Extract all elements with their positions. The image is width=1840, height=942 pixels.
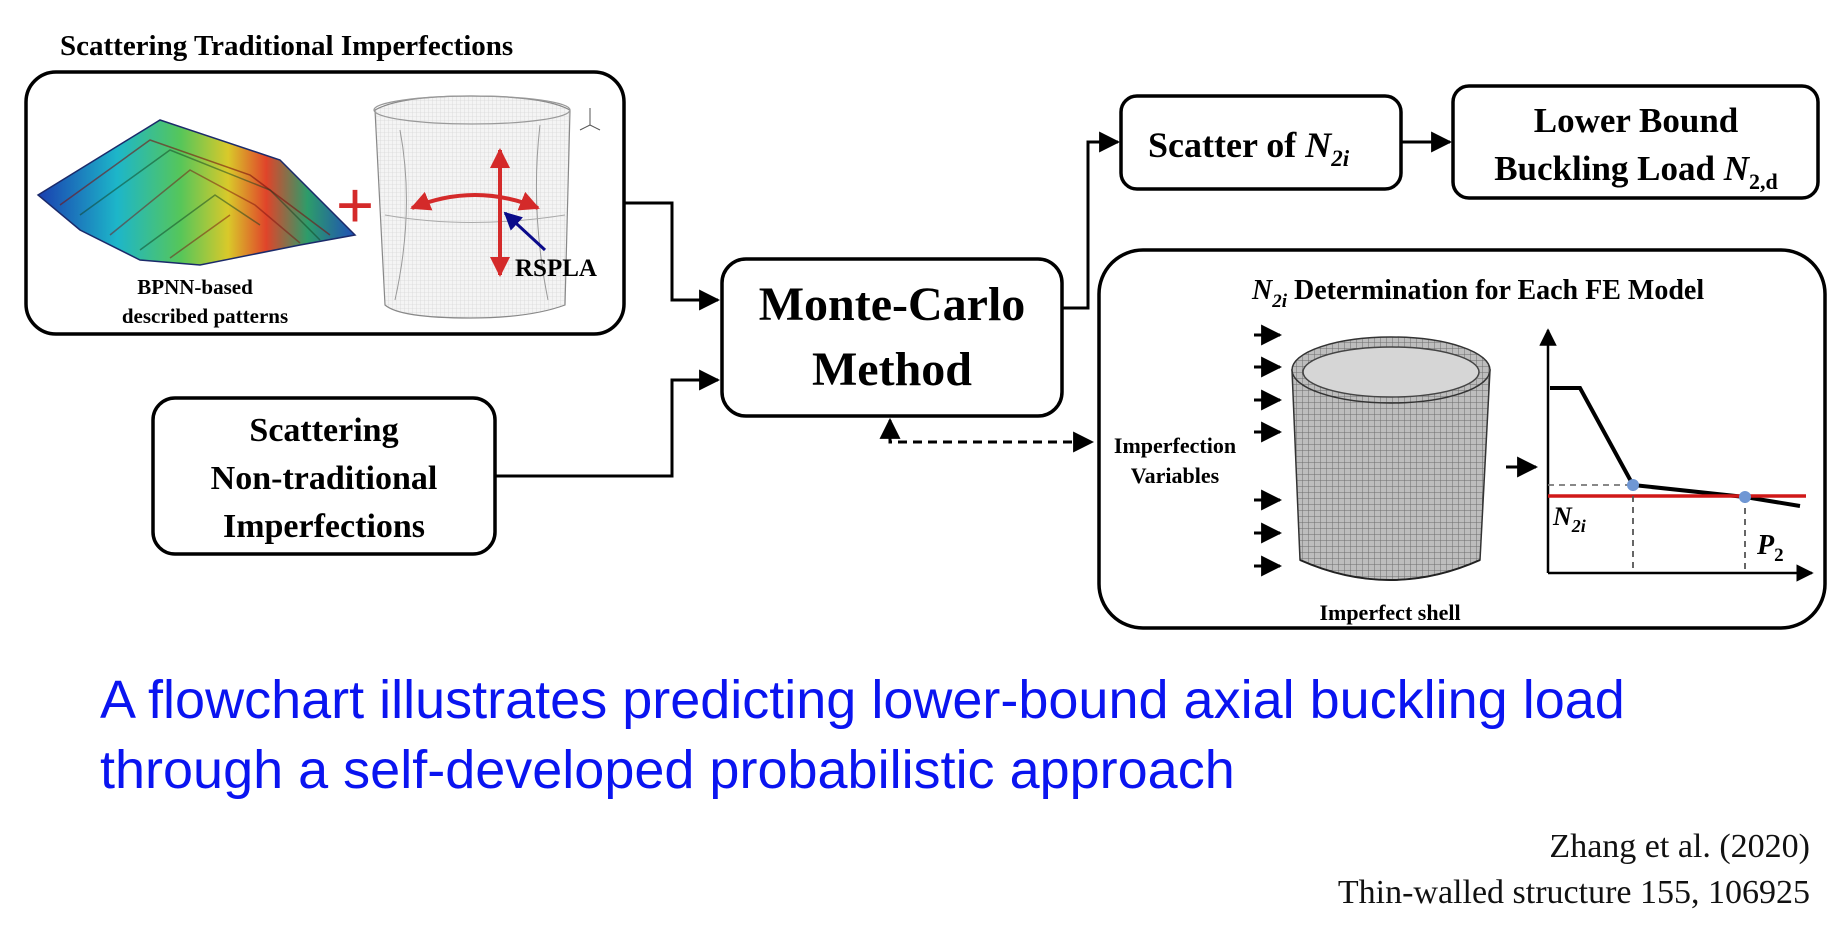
graph-n2i-label: N2i xyxy=(1552,502,1586,536)
rspla-horizontal-arrow xyxy=(410,191,540,211)
fe-model-panel xyxy=(1097,248,1827,630)
traditional-title: Scattering Traditional Imperfections xyxy=(60,30,513,62)
dashed-arrow-montecarlo-fe-model xyxy=(879,417,1095,453)
figure-caption: A flowchart illustrates predicting lower… xyxy=(100,665,1800,805)
nontraditional-line1: Scattering xyxy=(249,412,398,449)
nontraditional-line2: Non-traditional xyxy=(211,460,438,497)
bpnn-label-line2: described patterns xyxy=(122,304,288,328)
monte-carlo-line2: Method xyxy=(812,343,972,396)
plus-sign: + xyxy=(336,167,375,243)
citation-line2: Thin-walled structure 155, 106925 xyxy=(1337,874,1810,911)
monte-carlo-line1: Monte-Carlo xyxy=(759,278,1026,331)
rspla-pointer-arrow xyxy=(503,211,547,252)
fe-model-title: N2i Determination for Each FE Model xyxy=(1251,275,1704,312)
monte-carlo-box xyxy=(720,257,1064,418)
arrow-nontraditional-to-montecarlo xyxy=(495,369,721,478)
bpnn-label-line1: BPNN-based xyxy=(137,275,253,299)
scatter-label: Scatter of N2i xyxy=(1148,125,1350,171)
graph-p2-label: P2 xyxy=(1756,530,1784,566)
imperfection-variables-line2: Variables xyxy=(1131,463,1220,488)
load-displacement-graph xyxy=(1539,328,1814,582)
axis-triad-icon xyxy=(579,108,601,131)
lower-bound-line2: Buckling Load N2,d xyxy=(1494,149,1778,194)
imperfection-variables-line1: Imperfection xyxy=(1114,433,1236,458)
arrow-traditional-to-montecarlo xyxy=(624,201,721,311)
imperfect-shell-label: Imperfect shell xyxy=(1319,600,1460,625)
graph-response-curve xyxy=(1550,386,1801,508)
citation-line1: Zhang et al. (2020) xyxy=(1549,828,1810,865)
rspla-cylinder-mesh xyxy=(373,95,571,319)
imperfect-shell-mesh xyxy=(1291,336,1491,581)
graph-point-2 xyxy=(1739,491,1751,503)
lower-bound-box xyxy=(1451,84,1820,200)
bpnn-surface-plot xyxy=(36,119,357,266)
imperfection-input-arrows xyxy=(1254,324,1283,577)
nontraditional-line3: Imperfections xyxy=(223,508,425,545)
graph-point-1 xyxy=(1627,479,1639,491)
caption-line1: A flowchart illustrates predicting lower… xyxy=(100,670,1625,730)
lower-bound-line1: Lower Bound xyxy=(1534,101,1739,140)
rspla-label: RSPLA xyxy=(515,255,597,282)
caption-line2: through a self-developed probabilistic a… xyxy=(100,740,1235,800)
arrow-montecarlo-to-scatter xyxy=(1062,131,1121,310)
